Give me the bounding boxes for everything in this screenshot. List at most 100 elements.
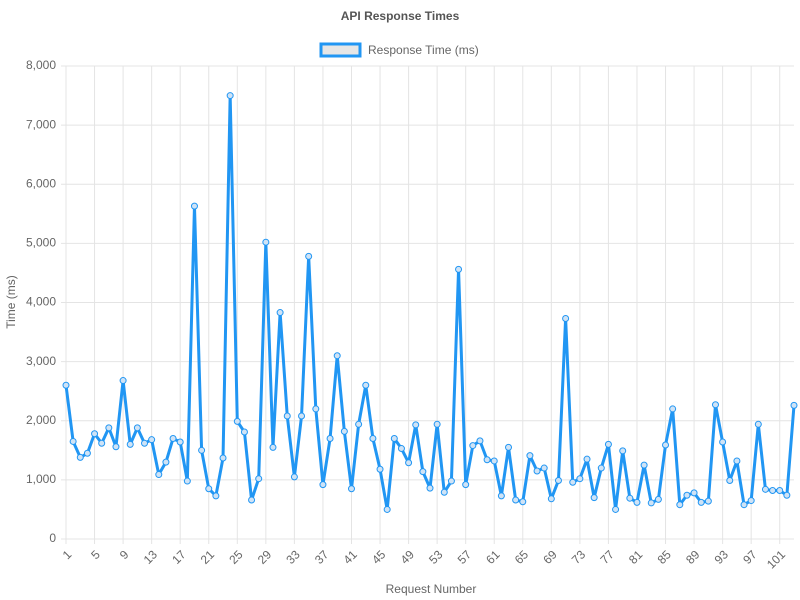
x-tick-label: 81 [626, 547, 646, 567]
data-point [190, 202, 198, 210]
y-tick-label: 7,000 [26, 117, 56, 131]
data-point [647, 499, 655, 507]
data-point [683, 491, 691, 499]
data-point [455, 265, 463, 273]
y-tick-label: 8,000 [26, 58, 56, 72]
data-point [433, 420, 441, 428]
data-point [462, 481, 470, 489]
y-tick-label: 3,000 [26, 354, 56, 368]
x-tick-label: 53 [426, 547, 446, 567]
data-point [512, 496, 520, 504]
data-point [390, 434, 398, 442]
data-point [105, 424, 113, 432]
data-point [326, 434, 334, 442]
x-tick-label: 41 [341, 547, 361, 567]
data-point [283, 412, 291, 420]
data-point [697, 498, 705, 506]
data-point [783, 491, 791, 499]
data-point [126, 440, 134, 448]
data-point [298, 412, 306, 420]
data-point [319, 481, 327, 489]
data-point [690, 489, 698, 497]
data-point [240, 428, 248, 436]
y-axis-title: Time (ms) [4, 275, 18, 329]
y-tick-label: 2,000 [26, 413, 56, 427]
data-point [483, 456, 491, 464]
data-point [505, 443, 513, 451]
data-point [412, 421, 420, 429]
x-tick-label: 97 [740, 547, 760, 567]
data-point [312, 405, 320, 413]
x-tick-label: 57 [455, 547, 475, 567]
data-point [754, 420, 762, 428]
data-point [205, 485, 213, 493]
data-point [604, 440, 612, 448]
x-tick-label: 9 [117, 547, 132, 562]
data-point [183, 477, 191, 485]
data-point [497, 492, 505, 500]
data-point [290, 473, 298, 481]
data-point [519, 498, 527, 506]
x-tick-label: 101 [764, 547, 788, 571]
data-point [376, 465, 384, 473]
chart-title: API Response Times [341, 9, 460, 23]
data-point [340, 427, 348, 435]
x-tick-label: 33 [283, 547, 303, 567]
x-tick-label: 5 [88, 547, 103, 562]
data-point [255, 475, 263, 483]
data-point [669, 405, 677, 413]
data-point [62, 381, 70, 389]
data-point [76, 453, 84, 461]
data-point [640, 461, 648, 469]
data-point [776, 487, 784, 495]
data-point [419, 468, 427, 476]
y-tick-label: 5,000 [26, 236, 56, 250]
x-tick-label: 73 [569, 547, 589, 567]
data-point [369, 434, 377, 442]
data-point [440, 488, 448, 496]
x-tick-label: 37 [312, 547, 332, 567]
data-point [112, 443, 120, 451]
data-point [91, 430, 99, 438]
data-point [469, 442, 477, 450]
x-tick-label: 25 [226, 547, 246, 567]
data-point [198, 446, 206, 454]
data-point [726, 476, 734, 484]
data-point [476, 437, 484, 445]
data-point [526, 452, 534, 460]
data-point [761, 485, 769, 493]
data-point [162, 458, 170, 466]
data-point [347, 485, 355, 493]
data-point [362, 381, 370, 389]
x-tick-label: 77 [597, 547, 617, 567]
data-point [155, 471, 163, 479]
x-tick-label: 1 [60, 547, 75, 562]
data-point [554, 476, 562, 484]
data-point [133, 424, 141, 432]
y-tick-label: 6,000 [26, 176, 56, 190]
x-tick-label: 69 [540, 547, 560, 567]
data-point [612, 505, 620, 513]
data-point [83, 449, 91, 457]
x-tick-label: 49 [398, 547, 418, 567]
data-point [769, 487, 777, 495]
data-point [226, 92, 234, 100]
data-point [262, 238, 270, 246]
legend-label: Response Time (ms) [368, 43, 479, 57]
data-point [141, 439, 149, 447]
data-point [619, 447, 627, 455]
x-tick-label: 65 [512, 547, 532, 567]
y-tick-label: 4,000 [26, 295, 56, 309]
data-point [69, 437, 77, 445]
data-point [747, 497, 755, 505]
x-tick-label: 17 [169, 547, 189, 567]
data-point [711, 401, 719, 409]
data-point [633, 498, 641, 506]
data-point [540, 464, 548, 472]
data-point [269, 443, 277, 451]
data-point [176, 438, 184, 446]
data-point [626, 494, 634, 502]
data-point [733, 457, 741, 465]
x-tick-label: 29 [255, 547, 275, 567]
